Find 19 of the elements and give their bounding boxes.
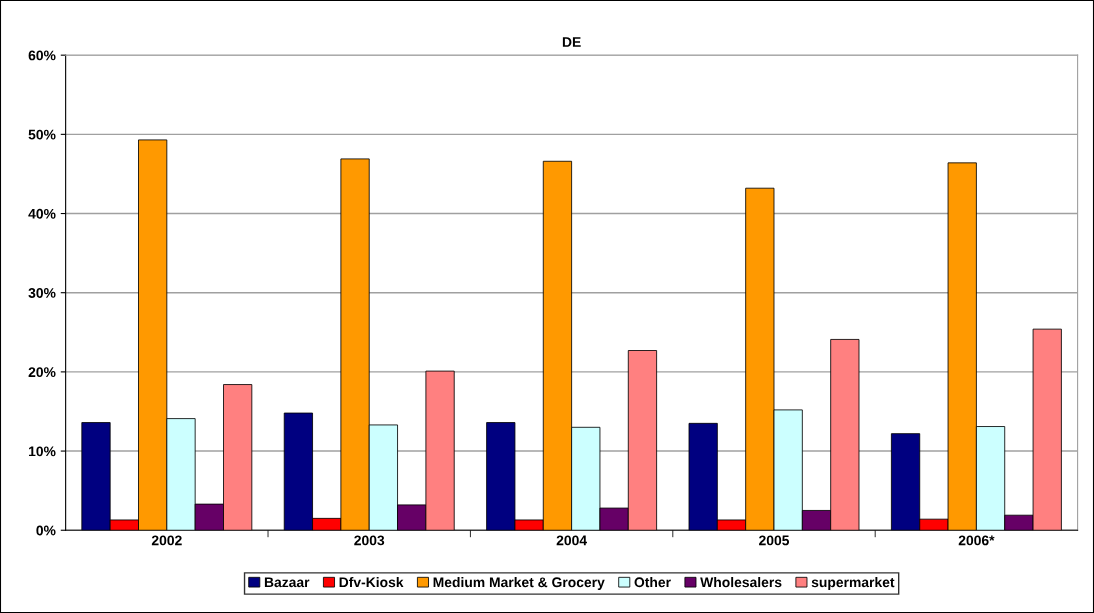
y-tick-label: 40% <box>28 208 56 219</box>
y-tick-label: 10% <box>29 446 56 457</box>
x-tick-label: 2002 <box>151 535 182 546</box>
y-tick-label: 30% <box>28 288 56 298</box>
x-tick-label: 2005 <box>759 535 790 546</box>
legend-label: Bazaar <box>264 577 310 588</box>
x-tick-label: 2004 <box>556 535 587 546</box>
y-tick-label: 60% <box>28 50 56 61</box>
legend-label: Medium Market & Grocery <box>433 576 605 590</box>
legend-label: Dfv-Kiosk <box>339 576 404 588</box>
x-tick-label: 2006* <box>958 535 995 546</box>
legend-label: Other <box>634 576 671 588</box>
legend-label: Wholesalers <box>700 576 782 588</box>
x-tick-label: 2003 <box>354 535 385 546</box>
chart-title: DE <box>562 37 581 47</box>
y-tick-label: 50% <box>28 129 56 140</box>
y-tick-label: 20% <box>28 367 56 378</box>
y-tick-label: 0% <box>36 525 56 536</box>
legend-label: supermarket <box>811 576 895 590</box>
